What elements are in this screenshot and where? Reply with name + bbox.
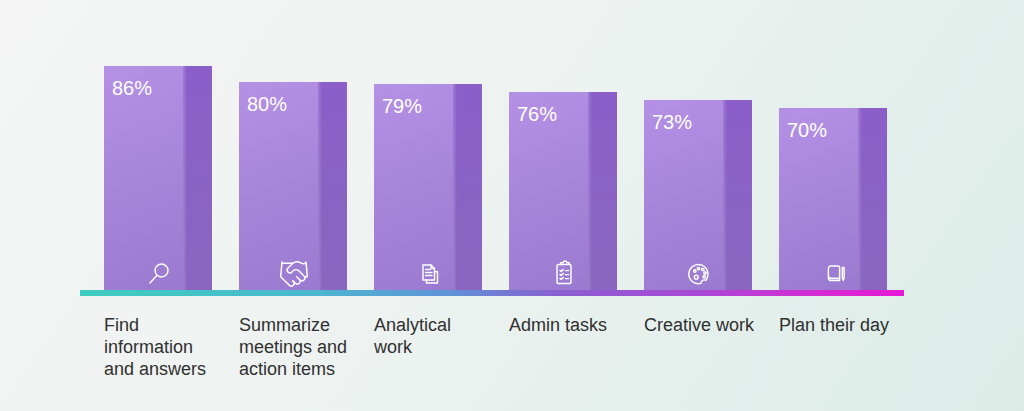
category-label-analytical-work: Analytical work: [374, 314, 451, 358]
bar-plan-their-day: 70%: [779, 108, 887, 290]
bar-creative-work: 73%: [644, 100, 752, 290]
bar-value-label: 79%: [382, 96, 422, 116]
bar-value-label: 73%: [652, 112, 692, 132]
palette-icon: [683, 258, 715, 290]
bar-front-face: [104, 66, 183, 290]
bar-analytical-work: 79%: [374, 84, 482, 290]
bar-value-label: 70%: [787, 120, 827, 140]
chart-baseline: [80, 290, 904, 296]
bar-summarize-meetings-and-action-items: 80%: [239, 82, 347, 290]
bar-find-information-and-answers: 86%: [104, 66, 212, 290]
bar-chart: 86% Find information and answers 80% Sum…: [0, 0, 1024, 411]
bar-value-label: 86%: [112, 78, 152, 98]
category-label-plan-their-day: Plan their day: [779, 314, 889, 336]
handshake-icon: [278, 258, 310, 290]
category-label-summarize-meetings-and-action-items: Summarize meetings and action items: [239, 314, 347, 380]
bar-side-face: [318, 82, 347, 290]
book-pencil-icon: [818, 258, 850, 290]
bar-side-face: [588, 92, 617, 290]
category-label-admin-tasks: Admin tasks: [509, 314, 607, 336]
bar-value-label: 76%: [517, 104, 557, 124]
category-label-creative-work: Creative work: [644, 314, 754, 336]
bar-side-face: [858, 108, 887, 290]
bar-side-face: [453, 84, 482, 290]
search-icon: [143, 258, 175, 290]
documents-icon: [413, 258, 445, 290]
bar-value-label: 80%: [247, 94, 287, 114]
bar-side-face: [723, 100, 752, 290]
bar-side-face: [183, 66, 212, 290]
bar-admin-tasks: 76%: [509, 92, 617, 290]
checklist-icon: [548, 258, 580, 290]
category-label-find-information-and-answers: Find information and answers: [104, 314, 206, 380]
